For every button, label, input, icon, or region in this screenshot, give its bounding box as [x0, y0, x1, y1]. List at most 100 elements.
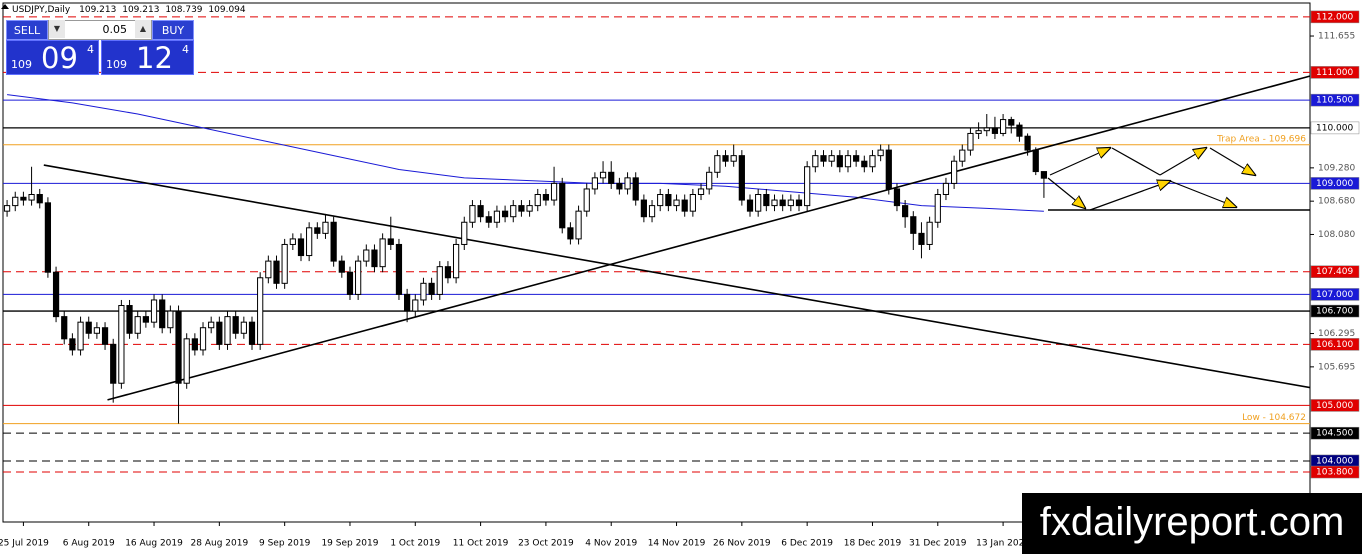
candle-body: [755, 194, 762, 212]
candle-body: [1032, 149, 1039, 173]
symbol-icon: [1, 4, 9, 9]
level-note: Low - 104.672: [1242, 413, 1306, 423]
candle-body: [469, 205, 476, 223]
candle-body: [828, 155, 835, 162]
candle-body: [999, 119, 1007, 134]
lot-input[interactable]: 0.05: [48, 20, 152, 40]
candle-body: [1040, 171, 1048, 179]
level-label: 104.500: [1316, 429, 1353, 439]
arrow: [1089, 181, 1170, 211]
candle-body: [771, 199, 778, 207]
candle-body: [877, 149, 884, 157]
candle-body: [346, 271, 354, 295]
candle-body: [624, 177, 631, 190]
candle-body: [583, 188, 590, 212]
lot-down[interactable]: ▼: [49, 20, 65, 38]
candle-body: [314, 227, 321, 234]
candle-body: [191, 338, 198, 351]
candle-body: [616, 182, 623, 190]
candle-body: [461, 221, 468, 245]
candle-body: [306, 227, 313, 257]
candle-body: [101, 327, 109, 345]
candle-body: [134, 316, 141, 334]
trendline: [43, 164, 1310, 389]
level-label-box: [1310, 93, 1360, 107]
lot-up[interactable]: ▲: [135, 20, 151, 38]
level-note: Trap Area - 109.696: [1216, 134, 1306, 144]
candle-body: [175, 310, 182, 384]
candle-body: [746, 199, 754, 212]
candle-body: [942, 182, 950, 196]
candle-body: [452, 243, 460, 279]
candle-body: [861, 160, 868, 168]
candle-body: [110, 343, 117, 384]
candle-body: [787, 199, 794, 207]
symbol: USDJPY,Daily: [12, 5, 71, 15]
candle-body: [795, 199, 803, 207]
arrow: [1049, 148, 1110, 176]
y-tick-label: 106.295: [1318, 329, 1355, 339]
candle-body: [812, 155, 819, 168]
ask-quote[interactable]: 109 12 4: [101, 40, 194, 75]
candle-body: [599, 171, 607, 179]
candle-body: [1008, 119, 1015, 126]
candle-body: [836, 155, 843, 168]
candle-body: [526, 205, 533, 212]
open: 109.213: [79, 5, 116, 15]
high: 109.213: [122, 5, 159, 15]
candle-body: [265, 260, 272, 279]
candle-body: [706, 171, 713, 190]
candle-body: [273, 260, 280, 284]
candle-body: [93, 327, 100, 334]
candle-body: [559, 182, 566, 229]
x-tick-label: 31 Dec 2019: [909, 539, 967, 549]
candle-body: [697, 188, 705, 196]
ask-frac: 4: [182, 43, 189, 56]
candle-body: [1024, 135, 1031, 151]
candle-body: [673, 199, 680, 207]
x-tick-label: 13 Jan 2020: [976, 539, 1030, 549]
arrow: [1111, 147, 1161, 176]
x-tick-label: 6 Aug 2019: [63, 539, 115, 549]
candle-body: [959, 149, 966, 162]
plot-area: [2, 2, 1311, 523]
candle-body: [591, 177, 599, 190]
trade-panel: SELL 0.05 ▼ ▲ BUY 109 09 4 109 12 4: [6, 20, 194, 75]
candle-body: [779, 199, 786, 207]
level-label: 105.000: [1316, 401, 1353, 411]
candle-body: [420, 282, 427, 301]
candle-body: [738, 155, 745, 201]
candle-body: [126, 305, 133, 334]
candle-body: [722, 155, 729, 162]
candle-body: [428, 282, 435, 295]
ask-big: 109: [106, 58, 127, 71]
candle-body: [493, 210, 501, 223]
bid-quote[interactable]: 109 09 4: [6, 40, 99, 75]
y-tick-label: 111.655: [1318, 32, 1355, 42]
x-tick-label: 6 Dec 2019: [781, 539, 833, 549]
x-tick-label: 4 Nov 2019: [585, 539, 637, 549]
level-label-box: [1310, 338, 1360, 351]
level-label-box: [1310, 66, 1360, 79]
chart-header: USDJPY,Daily 109.213 109.213 108.739 109…: [12, 5, 246, 15]
candle-body: [910, 216, 917, 234]
x-tick-label: 16 Aug 2019: [125, 539, 183, 549]
arrow: [1169, 180, 1236, 207]
level-label: 109.000: [1316, 179, 1353, 189]
candle-body: [355, 260, 362, 295]
level-label-box: [1310, 288, 1360, 301]
buy-button[interactable]: BUY: [152, 20, 194, 40]
sell-button[interactable]: SELL: [6, 20, 48, 40]
candle-body: [804, 166, 811, 207]
candle-body: [363, 249, 370, 262]
candle-body: [542, 194, 550, 201]
x-tick-label: 19 Sep 2019: [321, 539, 378, 549]
level-label: 106.100: [1316, 340, 1353, 350]
arrow: [1209, 147, 1255, 175]
candle-body: [632, 177, 639, 201]
bid-pips: 09: [41, 41, 78, 75]
ask-pips: 12: [136, 41, 173, 75]
watermark: fxdailyreport.com: [1022, 493, 1362, 554]
candle-body: [338, 260, 345, 273]
